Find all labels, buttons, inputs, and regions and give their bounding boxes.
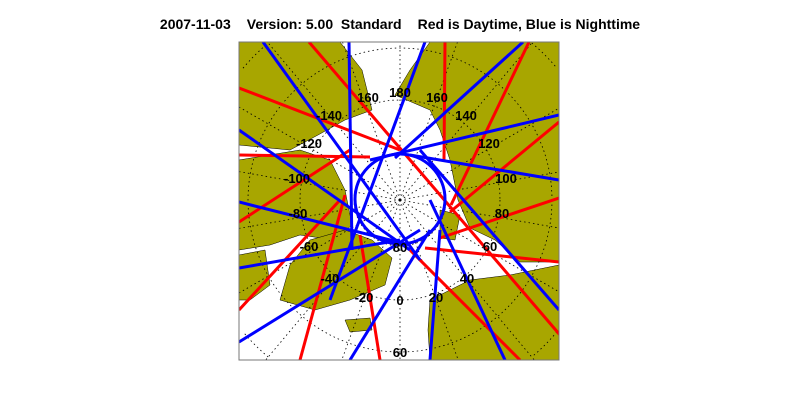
night-track bbox=[328, 42, 427, 301]
meridian-line bbox=[342, 42, 401, 201]
latitude-circle bbox=[299, 99, 501, 301]
meridian-line bbox=[239, 199, 401, 229]
longitude-label: 160 bbox=[357, 90, 379, 105]
night-track bbox=[261, 42, 422, 261]
night-track bbox=[418, 149, 559, 311]
longitude-label: 120 bbox=[478, 136, 500, 151]
map-frame bbox=[238, 41, 560, 361]
latitude-circle bbox=[247, 47, 553, 353]
night-track bbox=[409, 153, 559, 182]
night-track bbox=[428, 199, 507, 360]
night-track bbox=[428, 229, 442, 360]
longitude-label: -80 bbox=[289, 206, 308, 221]
longitude-label: -100 bbox=[284, 171, 310, 186]
land-polygon bbox=[427, 264, 559, 360]
day-track bbox=[298, 194, 347, 360]
night-track bbox=[348, 229, 432, 360]
longitude-label: -140 bbox=[316, 108, 342, 123]
longitude-label: 20 bbox=[429, 290, 443, 305]
meridian-line bbox=[265, 199, 401, 360]
north-pole-marker bbox=[398, 198, 402, 202]
map-title: 2007-11-03 Version: 5.00 Standard Red is D… bbox=[0, 16, 800, 32]
day-track bbox=[239, 198, 342, 312]
day-track bbox=[408, 248, 522, 360]
title-version: Version: 5.00 Standard bbox=[246, 16, 402, 32]
night-track bbox=[239, 128, 411, 252]
latitude-label: 60 bbox=[393, 345, 407, 360]
night-track bbox=[239, 200, 411, 247]
title-legend: Red is Daytime, Blue is Nighttime bbox=[417, 16, 641, 32]
land-polygon bbox=[239, 42, 373, 151]
longitude-label: 140 bbox=[455, 108, 477, 123]
meridian-line bbox=[267, 42, 401, 201]
satellite-tracks bbox=[239, 42, 559, 360]
meridian-line bbox=[399, 42, 458, 201]
night-track bbox=[393, 42, 525, 160]
longitude-label: -20 bbox=[355, 290, 374, 305]
longitude-label: -60 bbox=[300, 239, 319, 254]
day-track bbox=[439, 196, 559, 240]
longitude-label: -120 bbox=[296, 136, 322, 151]
land-polygon bbox=[344, 317, 373, 333]
latitude-label: 80 bbox=[393, 240, 407, 255]
night-track bbox=[347, 42, 354, 251]
title-date: 2007-11-03 bbox=[159, 16, 231, 32]
night-track bbox=[239, 228, 421, 344]
day-track bbox=[239, 153, 371, 159]
longitude-label: 100 bbox=[495, 171, 517, 186]
night-track bbox=[239, 238, 401, 270]
day-track bbox=[449, 120, 559, 214]
longitude-label: 60 bbox=[483, 239, 497, 254]
longitude-label: -40 bbox=[321, 271, 340, 286]
longitude-label: 0 bbox=[396, 293, 403, 308]
longitude-label: 180 bbox=[389, 85, 411, 100]
meridian-line bbox=[341, 199, 401, 360]
night-track-loop bbox=[353, 152, 447, 246]
land-masses bbox=[239, 42, 559, 360]
land-polygon bbox=[279, 229, 393, 311]
day-track bbox=[424, 246, 559, 264]
day-track bbox=[239, 148, 351, 224]
meridian-line bbox=[399, 199, 459, 360]
longitude-label: 160 bbox=[426, 90, 448, 105]
longitude-label: 80 bbox=[495, 206, 509, 221]
day-track bbox=[442, 42, 447, 161]
day-track bbox=[358, 234, 382, 360]
longitude-label: 40 bbox=[460, 271, 474, 286]
grid-labels: 180 160 160 -140 140 -120 120 -100 100 -80 80 -60 60… bbox=[284, 85, 517, 360]
meridian-line bbox=[399, 42, 533, 201]
day-track bbox=[449, 42, 531, 206]
